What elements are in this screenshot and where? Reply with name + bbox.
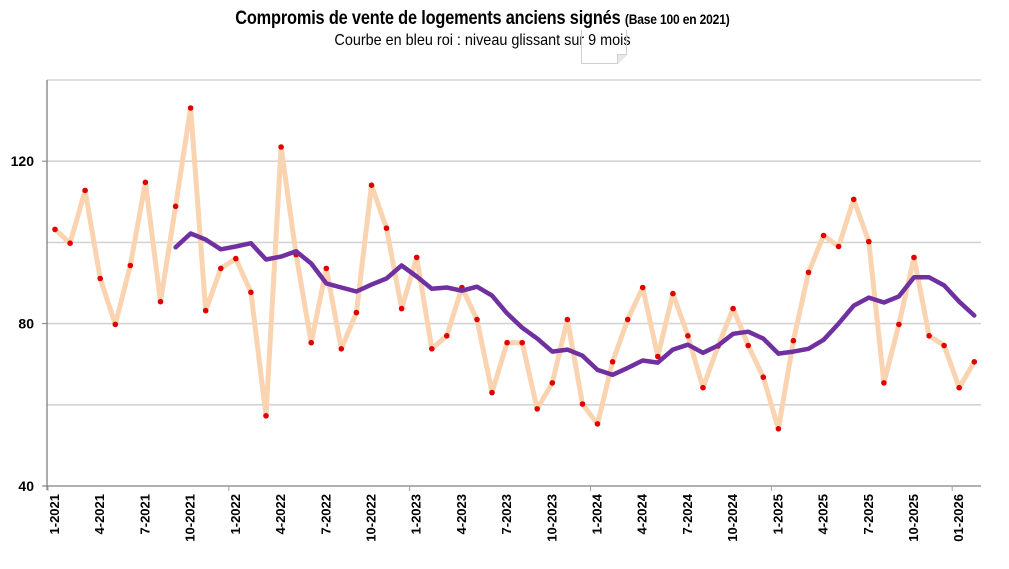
x-tick-label: 1-2022 bbox=[228, 494, 243, 534]
series-line-monthly bbox=[52, 105, 977, 432]
x-tick-label: 7-2024 bbox=[680, 493, 695, 534]
data-point-monthly bbox=[835, 243, 842, 250]
x-tick-label: 10-2021 bbox=[183, 494, 198, 542]
data-point-monthly bbox=[278, 144, 284, 150]
data-point-monthly bbox=[866, 238, 872, 245]
chart-title-suffix: (Base 100 en 2021) bbox=[624, 11, 730, 27]
data-point-monthly bbox=[579, 401, 586, 407]
data-point-monthly bbox=[926, 333, 932, 339]
chart-title-block: Compromis de vente de logements anciens … bbox=[0, 8, 965, 50]
x-tick-label: 10-2024 bbox=[725, 493, 740, 541]
x-tick-label: 01-2026 bbox=[951, 494, 966, 542]
y-tick-label: 40 bbox=[18, 478, 34, 494]
data-point-monthly bbox=[413, 254, 420, 261]
data-point-monthly bbox=[263, 413, 269, 419]
chart-title: Compromis de vente de logements anciens … bbox=[235, 8, 729, 30]
y-tick-label: 120 bbox=[11, 153, 35, 169]
data-point-monthly bbox=[549, 380, 556, 386]
data-point-monthly bbox=[519, 339, 525, 346]
data-point-monthly bbox=[383, 225, 390, 231]
data-point-monthly bbox=[97, 275, 103, 282]
data-point-monthly bbox=[775, 426, 782, 432]
x-tick-label: 4-2025 bbox=[816, 494, 831, 534]
x-tick-label: 4-2021 bbox=[92, 494, 107, 534]
data-point-monthly bbox=[368, 182, 375, 188]
data-point-monthly bbox=[639, 284, 646, 291]
data-point-monthly bbox=[624, 316, 631, 323]
data-point-monthly bbox=[941, 342, 947, 349]
data-point-monthly bbox=[700, 384, 706, 391]
data-point-monthly bbox=[444, 333, 450, 339]
data-point-monthly bbox=[790, 337, 797, 344]
data-point-monthly bbox=[127, 262, 134, 269]
x-tick-label: 10-2025 bbox=[906, 494, 921, 542]
x-tick-label: 1-2024 bbox=[590, 493, 605, 534]
chart-subtitle: Courbe en bleu roi : niveau glissant sur… bbox=[334, 32, 631, 49]
data-point-monthly bbox=[881, 380, 887, 386]
data-point-monthly bbox=[609, 359, 616, 365]
x-tick-label: 10-2023 bbox=[544, 494, 559, 542]
data-point-monthly bbox=[745, 342, 751, 349]
note-page-corner-icon bbox=[581, 30, 627, 64]
y-tick-labels: 40 80 120 bbox=[11, 153, 35, 494]
data-point-monthly bbox=[655, 353, 661, 360]
data-point-monthly bbox=[896, 321, 902, 328]
data-point-monthly bbox=[218, 265, 224, 272]
data-point-monthly bbox=[971, 359, 978, 365]
data-point-monthly bbox=[504, 339, 510, 346]
x-tick-label: 7-2021 bbox=[137, 494, 152, 534]
data-point-monthly bbox=[112, 321, 119, 328]
axes bbox=[42, 80, 981, 491]
data-point-monthly bbox=[594, 421, 601, 427]
series-group bbox=[52, 105, 978, 432]
data-point-monthly bbox=[248, 289, 254, 296]
data-point-monthly bbox=[760, 374, 767, 381]
x-tick-label: 7-2022 bbox=[318, 494, 333, 534]
data-point-monthly bbox=[534, 406, 540, 412]
data-point-monthly bbox=[338, 346, 345, 352]
data-point-monthly bbox=[202, 307, 209, 314]
x-tick-label: 10-2022 bbox=[363, 494, 378, 542]
data-point-monthly bbox=[157, 298, 164, 305]
data-point-monthly bbox=[850, 196, 857, 203]
data-point-monthly bbox=[564, 316, 571, 323]
data-point-monthly bbox=[233, 255, 239, 262]
data-point-monthly bbox=[805, 269, 812, 276]
data-point-monthly bbox=[67, 240, 73, 246]
x-tick-label: 1-2025 bbox=[770, 494, 785, 534]
data-point-monthly bbox=[323, 265, 330, 272]
x-tick-label: 7-2025 bbox=[861, 494, 876, 534]
data-point-monthly bbox=[142, 179, 149, 186]
data-point-monthly bbox=[172, 203, 179, 210]
series-line-rolling-9-months bbox=[173, 231, 977, 378]
data-point-monthly bbox=[670, 290, 676, 297]
data-point-monthly bbox=[685, 333, 691, 339]
x-tick-label: 4-2024 bbox=[635, 493, 650, 534]
data-point-monthly bbox=[429, 346, 435, 352]
data-point-monthly bbox=[820, 232, 827, 239]
data-point-monthly bbox=[730, 305, 736, 312]
data-point-monthly bbox=[474, 316, 480, 323]
x-tick-labels: 1-2021 4-2021 7-2021 10-2021 1-2022 4-2022 7-2… bbox=[47, 493, 966, 541]
data-point-monthly bbox=[489, 389, 495, 396]
data-point-monthly bbox=[187, 105, 194, 111]
data-point-monthly bbox=[52, 226, 58, 233]
x-tick-label: 1-2021 bbox=[47, 494, 62, 534]
y-tick-label: 80 bbox=[18, 316, 34, 332]
data-point-monthly bbox=[911, 254, 917, 261]
chart-title-text: Compromis de vente de logements anciens … bbox=[235, 8, 621, 29]
data-point-monthly bbox=[82, 187, 88, 194]
data-point-monthly bbox=[308, 339, 315, 346]
x-tick-label: 7-2023 bbox=[499, 494, 514, 534]
data-point-monthly bbox=[353, 309, 360, 316]
data-point-monthly bbox=[398, 305, 405, 312]
data-point-monthly bbox=[956, 384, 962, 391]
x-tick-label: 4-2023 bbox=[454, 494, 469, 534]
x-tick-label: 4-2022 bbox=[273, 494, 288, 534]
x-tick-label: 1-2023 bbox=[409, 494, 424, 534]
